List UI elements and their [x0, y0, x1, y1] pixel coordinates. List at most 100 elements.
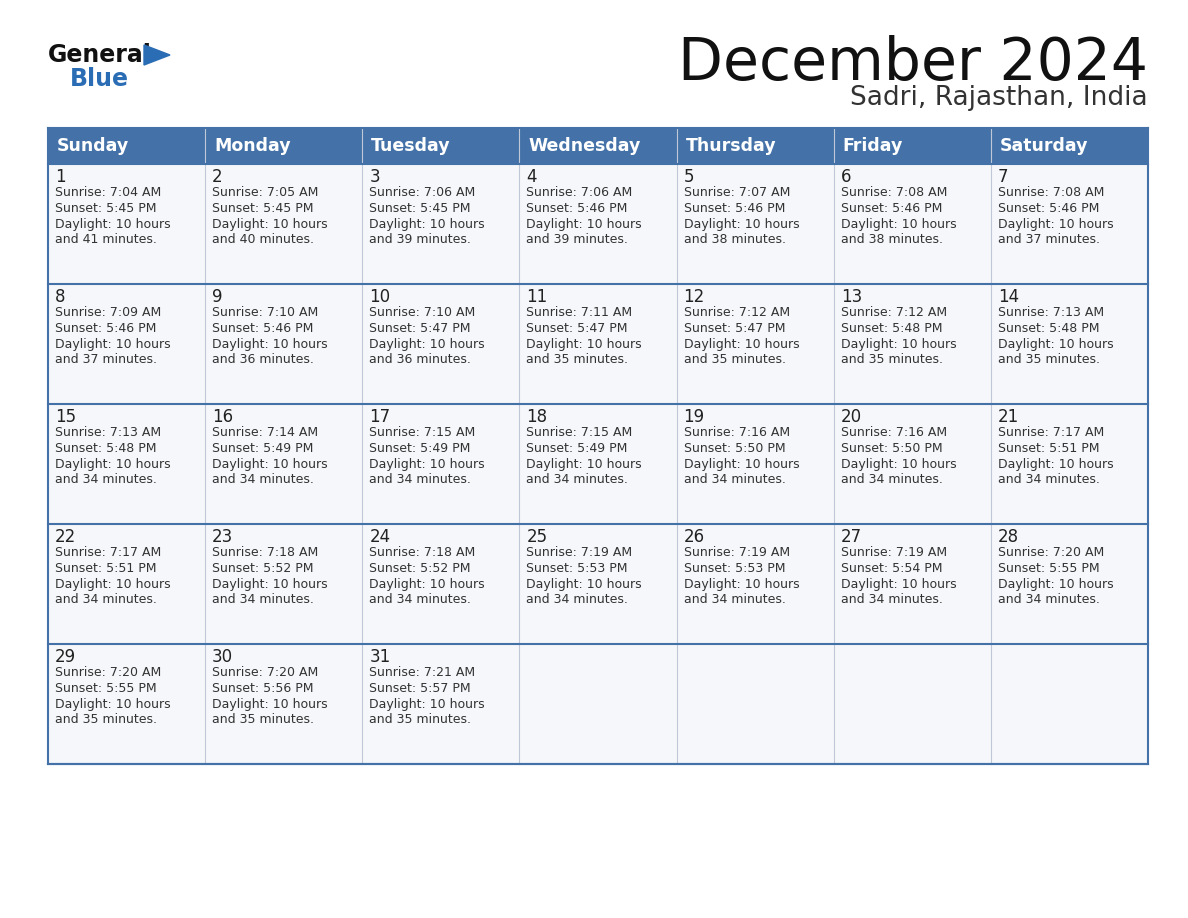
- Text: 18: 18: [526, 408, 548, 426]
- Text: and 35 minutes.: and 35 minutes.: [369, 713, 472, 726]
- Text: Sunrise: 7:06 AM: Sunrise: 7:06 AM: [369, 186, 475, 199]
- Text: Sunset: 5:46 PM: Sunset: 5:46 PM: [213, 322, 314, 335]
- Text: 12: 12: [683, 288, 704, 306]
- Text: Sadri, Rajasthan, India: Sadri, Rajasthan, India: [851, 85, 1148, 111]
- Text: 15: 15: [55, 408, 76, 426]
- Text: Daylight: 10 hours: Daylight: 10 hours: [683, 218, 800, 231]
- Bar: [48, 128, 1148, 164]
- Bar: [519, 164, 677, 284]
- Text: and 34 minutes.: and 34 minutes.: [998, 593, 1100, 606]
- Text: 16: 16: [213, 408, 233, 426]
- Text: Sunset: 5:51 PM: Sunset: 5:51 PM: [998, 442, 1099, 455]
- Text: 22: 22: [55, 528, 76, 546]
- Text: 3: 3: [369, 168, 380, 186]
- Text: Daylight: 10 hours: Daylight: 10 hours: [526, 338, 642, 351]
- Bar: [362, 284, 519, 404]
- Text: 7: 7: [998, 168, 1009, 186]
- Bar: [206, 404, 362, 524]
- Bar: [677, 404, 834, 524]
- Text: and 34 minutes.: and 34 minutes.: [55, 473, 157, 486]
- Text: 14: 14: [998, 288, 1019, 306]
- Text: and 34 minutes.: and 34 minutes.: [998, 473, 1100, 486]
- Text: 29: 29: [55, 648, 76, 666]
- Text: and 34 minutes.: and 34 minutes.: [369, 593, 472, 606]
- Text: Daylight: 10 hours: Daylight: 10 hours: [213, 458, 328, 471]
- Text: and 37 minutes.: and 37 minutes.: [55, 353, 157, 366]
- Text: Daylight: 10 hours: Daylight: 10 hours: [369, 458, 485, 471]
- Text: and 34 minutes.: and 34 minutes.: [841, 593, 942, 606]
- Bar: [677, 284, 834, 404]
- Text: 9: 9: [213, 288, 222, 306]
- Text: Daylight: 10 hours: Daylight: 10 hours: [683, 578, 800, 591]
- Text: and 34 minutes.: and 34 minutes.: [55, 593, 157, 606]
- Text: and 35 minutes.: and 35 minutes.: [841, 353, 943, 366]
- Text: Sunset: 5:47 PM: Sunset: 5:47 PM: [683, 322, 785, 335]
- Text: 21: 21: [998, 408, 1019, 426]
- Text: Daylight: 10 hours: Daylight: 10 hours: [998, 578, 1113, 591]
- Text: Daylight: 10 hours: Daylight: 10 hours: [526, 458, 642, 471]
- Text: Sunset: 5:47 PM: Sunset: 5:47 PM: [369, 322, 470, 335]
- Text: and 39 minutes.: and 39 minutes.: [526, 233, 628, 246]
- Bar: [991, 164, 1148, 284]
- Text: Sunset: 5:55 PM: Sunset: 5:55 PM: [55, 682, 157, 695]
- Bar: [834, 164, 991, 284]
- Text: 30: 30: [213, 648, 233, 666]
- Bar: [519, 284, 677, 404]
- Text: Daylight: 10 hours: Daylight: 10 hours: [526, 218, 642, 231]
- Text: Daylight: 10 hours: Daylight: 10 hours: [55, 218, 171, 231]
- Text: Daylight: 10 hours: Daylight: 10 hours: [213, 338, 328, 351]
- Text: 17: 17: [369, 408, 391, 426]
- Text: and 34 minutes.: and 34 minutes.: [841, 473, 942, 486]
- Text: Sunrise: 7:17 AM: Sunrise: 7:17 AM: [55, 546, 162, 559]
- Text: 24: 24: [369, 528, 391, 546]
- Text: Sunset: 5:48 PM: Sunset: 5:48 PM: [841, 322, 942, 335]
- Text: 19: 19: [683, 408, 704, 426]
- Text: Daylight: 10 hours: Daylight: 10 hours: [369, 218, 485, 231]
- Text: and 36 minutes.: and 36 minutes.: [213, 353, 314, 366]
- Text: and 35 minutes.: and 35 minutes.: [55, 713, 157, 726]
- Text: Sunrise: 7:11 AM: Sunrise: 7:11 AM: [526, 306, 632, 319]
- Text: Sunset: 5:51 PM: Sunset: 5:51 PM: [55, 562, 157, 575]
- Text: 20: 20: [841, 408, 861, 426]
- Text: Sunrise: 7:20 AM: Sunrise: 7:20 AM: [213, 666, 318, 679]
- Text: Sunrise: 7:16 AM: Sunrise: 7:16 AM: [683, 426, 790, 439]
- Text: Sunrise: 7:20 AM: Sunrise: 7:20 AM: [55, 666, 162, 679]
- Text: Sunrise: 7:08 AM: Sunrise: 7:08 AM: [841, 186, 947, 199]
- Text: Daylight: 10 hours: Daylight: 10 hours: [369, 338, 485, 351]
- Text: Daylight: 10 hours: Daylight: 10 hours: [841, 578, 956, 591]
- Bar: [991, 644, 1148, 764]
- Text: 23: 23: [213, 528, 233, 546]
- Text: Daylight: 10 hours: Daylight: 10 hours: [841, 338, 956, 351]
- Text: Sunrise: 7:19 AM: Sunrise: 7:19 AM: [526, 546, 632, 559]
- Text: Sunset: 5:54 PM: Sunset: 5:54 PM: [841, 562, 942, 575]
- Text: Sunset: 5:49 PM: Sunset: 5:49 PM: [369, 442, 470, 455]
- Text: and 34 minutes.: and 34 minutes.: [369, 473, 472, 486]
- Text: 28: 28: [998, 528, 1019, 546]
- Text: Sunset: 5:49 PM: Sunset: 5:49 PM: [213, 442, 314, 455]
- Text: Daylight: 10 hours: Daylight: 10 hours: [55, 338, 171, 351]
- Text: and 39 minutes.: and 39 minutes.: [369, 233, 472, 246]
- Text: and 34 minutes.: and 34 minutes.: [683, 473, 785, 486]
- Bar: [677, 644, 834, 764]
- Text: Sunrise: 7:18 AM: Sunrise: 7:18 AM: [369, 546, 475, 559]
- Text: Monday: Monday: [214, 137, 291, 155]
- Text: 25: 25: [526, 528, 548, 546]
- Bar: [48, 404, 206, 524]
- Text: Friday: Friday: [842, 137, 903, 155]
- Text: Sunrise: 7:14 AM: Sunrise: 7:14 AM: [213, 426, 318, 439]
- Text: 2: 2: [213, 168, 223, 186]
- Text: Sunset: 5:46 PM: Sunset: 5:46 PM: [683, 202, 785, 215]
- Text: Sunset: 5:52 PM: Sunset: 5:52 PM: [369, 562, 470, 575]
- Text: 8: 8: [55, 288, 65, 306]
- Bar: [519, 404, 677, 524]
- Text: 5: 5: [683, 168, 694, 186]
- Text: and 41 minutes.: and 41 minutes.: [55, 233, 157, 246]
- Bar: [834, 644, 991, 764]
- Text: Sunrise: 7:15 AM: Sunrise: 7:15 AM: [369, 426, 475, 439]
- Text: and 34 minutes.: and 34 minutes.: [526, 473, 628, 486]
- Bar: [991, 284, 1148, 404]
- Text: Sunset: 5:46 PM: Sunset: 5:46 PM: [841, 202, 942, 215]
- Bar: [48, 524, 206, 644]
- Text: Sunrise: 7:05 AM: Sunrise: 7:05 AM: [213, 186, 318, 199]
- Text: Sunset: 5:55 PM: Sunset: 5:55 PM: [998, 562, 1099, 575]
